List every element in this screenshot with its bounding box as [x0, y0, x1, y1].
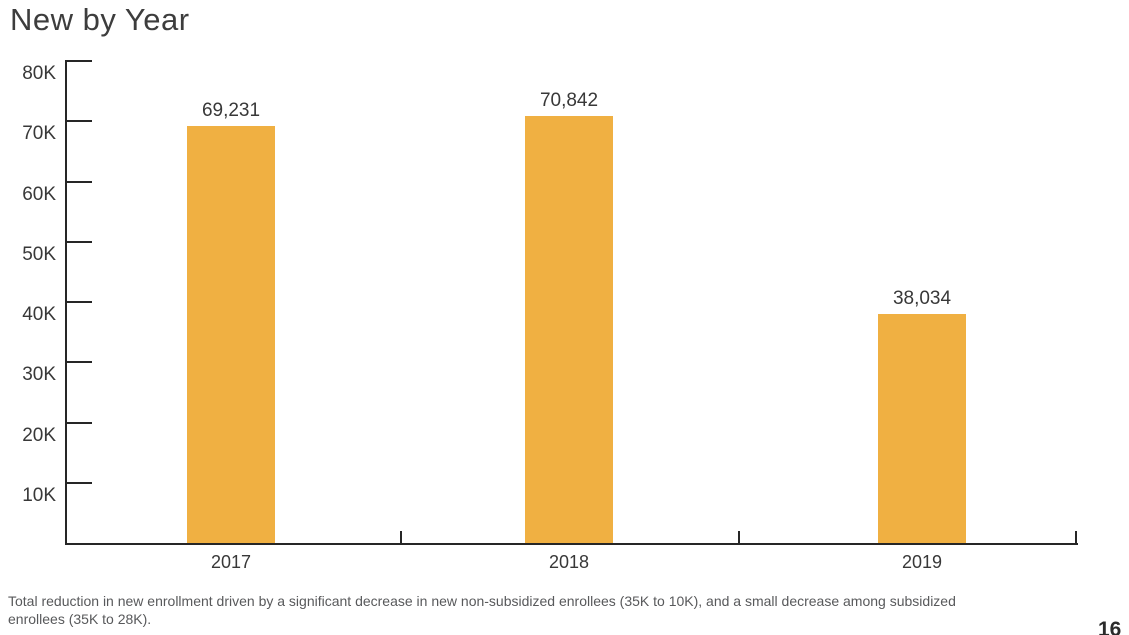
bar-value-label-2019: 38,034 [892, 288, 952, 309]
footnote: Total reduction in new enrollment driven… [8, 592, 1096, 628]
page-number: 16 [1098, 618, 1122, 635]
x-axis-category-label-2017: 2017 [210, 552, 252, 572]
y-axis-tick-label-30K: 30K [22, 364, 56, 385]
x-axis-category-label-2018: 2018 [548, 552, 590, 572]
y-axis-tick-50K [65, 241, 92, 243]
bar-2017 [187, 126, 275, 543]
y-axis-tick-label-80K: 80K [22, 63, 56, 84]
chart-title: New by Year [10, 2, 190, 37]
footnote-line-2: enrollees (35K to 28K). [8, 611, 152, 627]
bar-value-label-2018: 70,842 [539, 90, 599, 111]
bar-value-label-2017: 69,231 [201, 100, 261, 121]
y-axis-tick-label-20K: 20K [22, 425, 56, 446]
x-axis-tick-1 [400, 531, 402, 544]
y-axis-tick-60K [65, 181, 92, 183]
y-axis-tick-label-70K: 70K [22, 123, 56, 144]
y-axis-tick-80K [65, 60, 92, 62]
y-axis-tick-20K [65, 422, 92, 424]
y-axis-tick-label-40K: 40K [22, 304, 56, 325]
y-axis-tick-label-10K: 10K [22, 485, 56, 506]
footnote-line-1: Total reduction in new enrollment driven… [8, 593, 956, 609]
bar-2019 [878, 314, 966, 543]
x-axis-tick-3 [1075, 531, 1077, 544]
y-axis-tick-70K [65, 120, 92, 122]
y-axis-tick-label-60K: 60K [22, 184, 56, 205]
y-axis-line [65, 61, 67, 545]
x-axis-tick-2 [738, 531, 740, 544]
bar-2018 [525, 116, 613, 543]
y-axis-tick-10K [65, 482, 92, 484]
x-axis-line [65, 543, 1078, 545]
y-axis-tick-40K [65, 301, 92, 303]
x-axis-category-label-2019: 2019 [901, 552, 943, 572]
y-axis-tick-label-50K: 50K [22, 244, 56, 265]
y-axis-tick-30K [65, 361, 92, 363]
